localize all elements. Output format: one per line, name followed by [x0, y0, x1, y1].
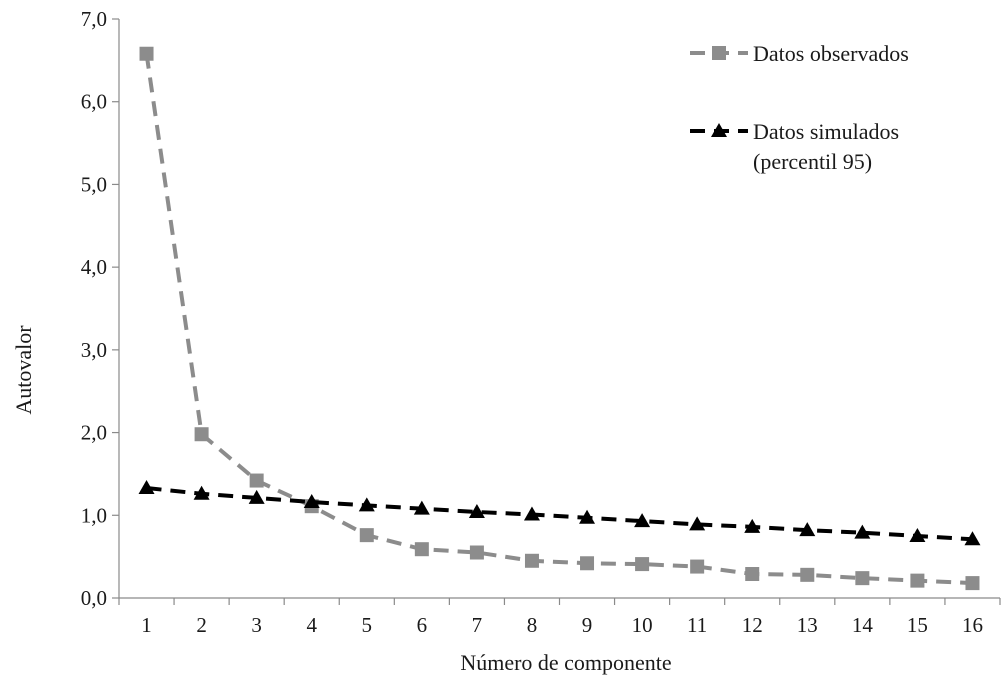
series-layer: [138, 46, 981, 591]
axes: [118, 19, 1000, 599]
data-point: [358, 497, 375, 512]
series-line: [146, 486, 973, 542]
x-tick-label: 6: [417, 613, 428, 637]
x-tick-label: 8: [527, 613, 538, 637]
data-point: [194, 427, 209, 442]
data-point: [965, 576, 980, 591]
x-tick-label: 16: [962, 613, 983, 637]
data-point: [193, 485, 210, 500]
legend-marker: [711, 123, 727, 137]
series-2: [138, 479, 981, 546]
data-point: [248, 489, 265, 504]
x-tick-label: 11: [687, 613, 707, 637]
data-point: [635, 557, 650, 572]
x-tick-label: 2: [196, 613, 207, 637]
y-axis-ticks: 0,0 1,0 2,0 3,0 4,0 5,0 6,0 7,0: [81, 7, 119, 610]
data-point: [909, 527, 926, 542]
data-point: [689, 516, 706, 531]
legend-label: Datos observados: [753, 41, 909, 66]
legend-label: (percentil 95): [753, 149, 872, 174]
y-tick-label: 4,0: [81, 255, 107, 279]
legend: Datos observados Datos simulados (percenti…: [690, 41, 909, 174]
x-axis-title: Número de componente: [460, 650, 671, 675]
data-point: [249, 473, 264, 488]
data-point: [854, 524, 871, 539]
data-point: [138, 479, 155, 494]
data-point: [964, 531, 981, 546]
data-point: [910, 573, 925, 588]
x-tick-label: 1: [141, 613, 152, 637]
data-point: [580, 556, 595, 571]
data-point: [744, 518, 761, 533]
data-point: [855, 571, 870, 586]
y-tick-label: 2,0: [81, 421, 107, 445]
y-tick-label: 5,0: [81, 172, 107, 196]
legend-entry-2: Datos simulados (percentil 95): [690, 119, 899, 174]
x-tick-label: 15: [907, 613, 928, 637]
legend-marker: [712, 46, 726, 60]
y-axis-title: Autovalor: [11, 325, 36, 415]
series-1: [139, 46, 980, 591]
x-tick-label: 4: [306, 613, 317, 637]
legend-label: Datos simulados: [753, 119, 899, 144]
y-tick-label: 7,0: [81, 7, 107, 31]
x-tick-label: 10: [632, 613, 653, 637]
y-tick-label: 1,0: [81, 503, 107, 527]
data-point: [414, 542, 429, 557]
data-point: [303, 494, 320, 509]
data-point: [690, 559, 705, 574]
data-point: [634, 513, 651, 528]
x-tick-label: 12: [742, 613, 763, 637]
data-point: [523, 506, 540, 521]
data-point: [799, 522, 816, 537]
y-tick-label: 6,0: [81, 90, 107, 114]
data-point: [359, 528, 374, 543]
legend-entry-1: Datos observados: [690, 41, 909, 66]
x-tick-label: 7: [472, 613, 483, 637]
data-point: [413, 500, 430, 515]
data-point: [745, 567, 760, 582]
y-tick-label: 0,0: [81, 586, 107, 610]
data-point: [468, 503, 485, 518]
y-tick-label: 3,0: [81, 338, 107, 362]
x-tick-label: 14: [852, 613, 874, 637]
series-line: [144, 53, 973, 586]
x-tick-label: 9: [582, 613, 593, 637]
data-point: [579, 509, 596, 524]
data-point: [139, 46, 154, 61]
x-tick-label: 3: [251, 613, 262, 637]
data-point: [800, 567, 815, 582]
x-axis-ticks: 1 2 3 4 5 6 7 8 9 10 11 12 13 14 15 16: [118, 598, 1001, 637]
data-point: [469, 545, 484, 560]
x-tick-label: 13: [797, 613, 818, 637]
data-point: [524, 553, 539, 568]
x-tick-label: 5: [362, 613, 373, 637]
